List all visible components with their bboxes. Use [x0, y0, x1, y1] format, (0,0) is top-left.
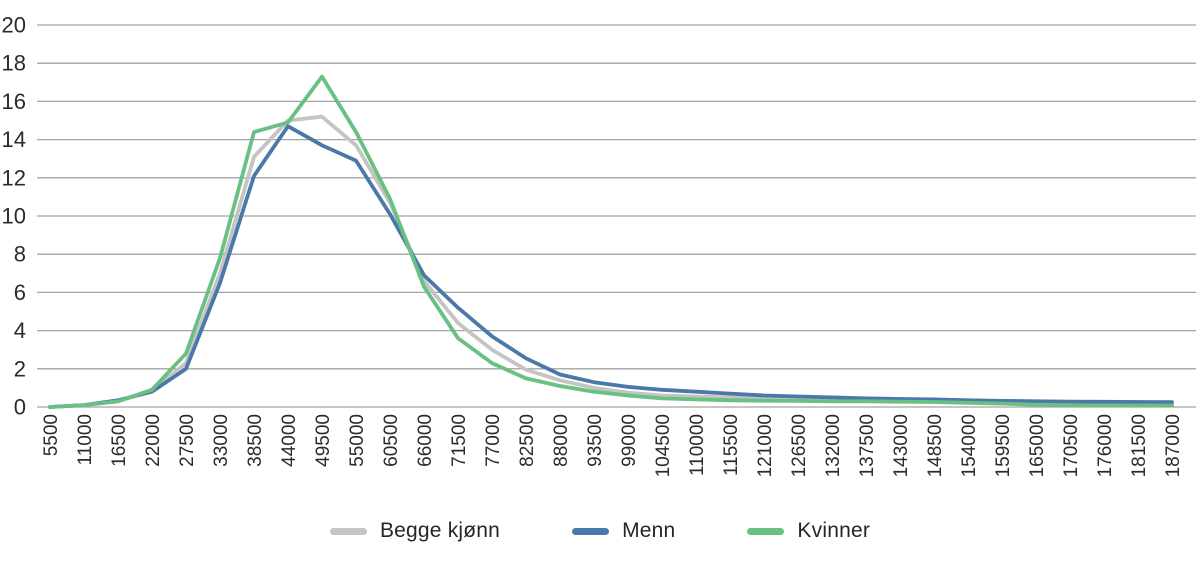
x-axis-tick-label: 148500 — [925, 414, 946, 477]
y-axis-tick-label: 8 — [14, 242, 26, 267]
x-axis-tick-label: 104500 — [653, 414, 674, 477]
legend-label-begge-kjonn: Begge kjønn — [379, 519, 501, 542]
x-axis-tick-label: 115500 — [721, 414, 742, 476]
series-line-kvinner — [48, 74, 1174, 409]
x-axis-tick-label: 181500 — [1129, 414, 1150, 477]
y-axis-tick-label: 12 — [2, 165, 26, 190]
x-axis-tick-label: 22000 — [143, 414, 164, 467]
legend-label-menn: Menn — [622, 519, 676, 542]
x-axis-tick-label: 38500 — [245, 414, 266, 467]
y-axis-tick-label: 4 — [14, 318, 26, 343]
x-axis-tick-label: 170500 — [1061, 414, 1082, 477]
x-axis-tick-label: 66000 — [415, 414, 436, 467]
x-axis-tick-label: 27500 — [177, 414, 198, 467]
x-axis-tick-label: 154000 — [959, 414, 980, 477]
y-axis-tick-label: 6 — [14, 280, 26, 305]
legend-item-kvinner: Kvinner — [747, 519, 870, 543]
chart-legend: Begge kjønn Menn Kvinner — [0, 519, 1200, 543]
legend-label-kvinner: Kvinner — [797, 519, 871, 542]
x-axis-tick-label: 137500 — [857, 414, 878, 477]
y-axis-tick-label: 14 — [2, 127, 26, 152]
y-axis-tick-label: 20 — [2, 13, 26, 38]
x-axis-tick-label: 110000 — [687, 414, 708, 476]
x-axis-tick-label: 16500 — [109, 414, 130, 467]
x-axis-tick-label: 11000 — [75, 414, 96, 465]
y-axis-tick-label: 0 — [14, 395, 26, 420]
x-axis-tick-label: 132000 — [823, 414, 844, 477]
x-axis-tick-label: 176000 — [1095, 414, 1116, 477]
series-line-menn — [48, 124, 1174, 409]
legend-swatch-menn — [572, 527, 610, 535]
y-axis-tick-label: 2 — [14, 356, 26, 381]
x-axis-tick-label: 121000 — [755, 414, 776, 477]
y-axis-tick-label: 10 — [2, 204, 26, 229]
x-axis-tick-label: 77000 — [483, 414, 504, 467]
x-axis-tick-label: 55000 — [347, 414, 368, 467]
x-axis-tick-label: 187000 — [1163, 414, 1184, 477]
x-axis-tick-label: 71500 — [449, 414, 470, 467]
x-axis-tick-label: 49500 — [313, 414, 334, 467]
x-axis-tick-label: 165000 — [1027, 414, 1048, 477]
x-axis-tick-label: 5500 — [41, 414, 62, 456]
legend-swatch-kvinner — [747, 527, 785, 535]
x-axis-tick-label: 99000 — [619, 414, 640, 467]
y-axis-tick-label: 18 — [2, 51, 26, 76]
y-axis-tick-label: 16 — [2, 89, 26, 114]
legend-item-begge-kjonn: Begge kjønn — [329, 519, 501, 543]
x-axis-tick-label: 82500 — [517, 414, 538, 467]
x-axis-tick-label: 44000 — [279, 414, 300, 467]
x-axis-tick-label: 33000 — [211, 414, 232, 467]
legend-item-menn: Menn — [572, 519, 675, 543]
x-axis-tick-label: 93500 — [585, 414, 606, 467]
x-axis-tick-label: 126500 — [789, 414, 810, 477]
legend-swatch-begge-kjonn — [329, 527, 367, 535]
x-axis-tick-label: 60500 — [381, 414, 402, 467]
x-axis-tick-label: 88000 — [551, 414, 572, 467]
x-axis-tick-label: 159500 — [993, 414, 1014, 477]
x-axis-tick-label: 143000 — [891, 414, 912, 477]
